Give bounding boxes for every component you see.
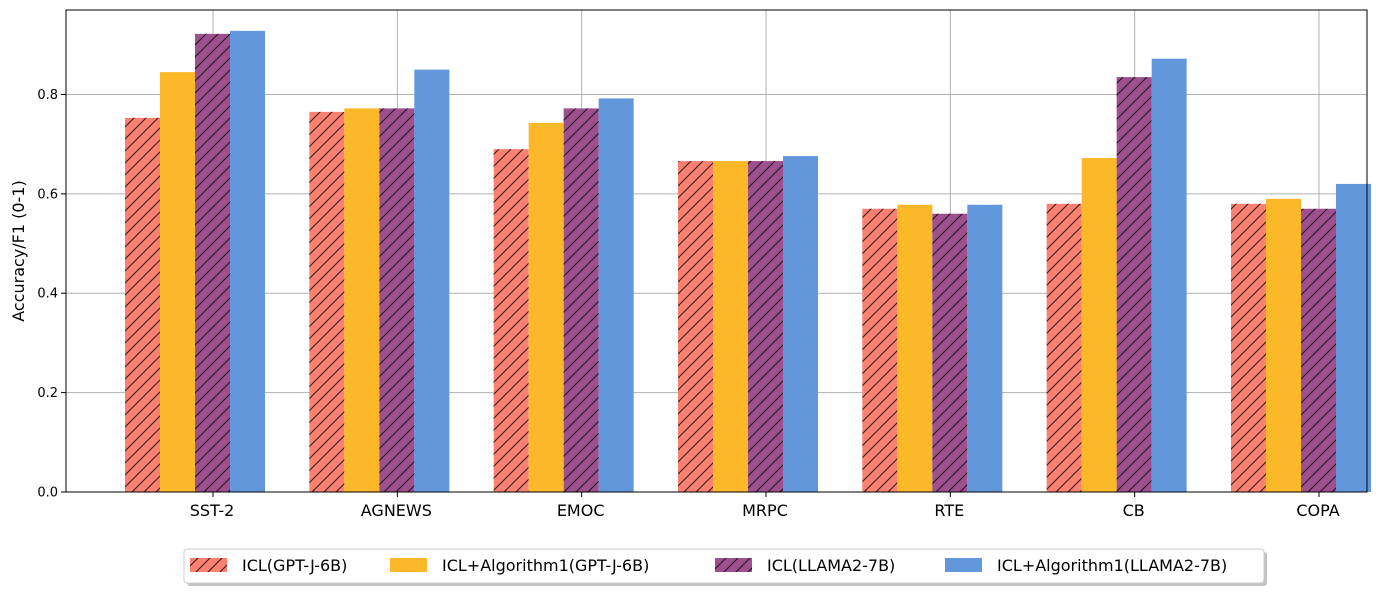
bar: [1081, 158, 1117, 492]
x-tick-label: EMOC: [557, 501, 605, 520]
bar-hatch: [195, 33, 230, 492]
x-tick-label: SST-2: [190, 501, 235, 520]
bar-hatch: [748, 161, 783, 492]
bar: [160, 72, 195, 492]
x-tick-label: AGNEWS: [361, 501, 432, 520]
bar-hatch: [309, 111, 345, 493]
legend-swatch-hatch: [715, 558, 752, 572]
plot-frame: [65, 9, 1368, 493]
y-tick-label: 0.4: [37, 287, 58, 302]
bar-hatch: [379, 108, 415, 492]
bar-hatch: [493, 149, 529, 492]
y-tick-label: 0.0: [37, 486, 58, 501]
bar: [1266, 198, 1301, 492]
y-tick-label: 0.8: [37, 88, 58, 103]
bar-hatch: [125, 117, 160, 493]
x-tick-label: MRPC: [742, 501, 788, 520]
legend: ICL(GPT-J-6B) ICL+Algorithm1(GPT-J-6B) ICL…: [183, 548, 1267, 586]
legend-swatch-hatch: [190, 558, 227, 572]
x-tick-label: CB: [1123, 501, 1145, 520]
bar: [1151, 58, 1187, 493]
bar: [528, 122, 564, 492]
legend-label: ICL(GPT-J-6B): [242, 556, 347, 575]
bar-hatch: [1046, 203, 1082, 492]
y-tick-label: 0.2: [37, 386, 58, 401]
bar: [230, 30, 265, 492]
x-tick-label: COPA: [1296, 501, 1339, 520]
bar-hatch: [862, 208, 898, 493]
legend-label: ICL(LLAMA2-7B): [767, 556, 895, 575]
bar-hatch: [932, 213, 968, 492]
bar: [598, 98, 634, 492]
bar: [783, 156, 818, 492]
bars: [125, 30, 1371, 493]
bar: [414, 69, 450, 492]
y-axis-ticks: 0.0 0.2 0.4 0.6 0.8: [37, 88, 66, 501]
bar: [1336, 183, 1371, 492]
bar-hatch: [1231, 203, 1266, 492]
bar-hatch: [678, 161, 713, 492]
x-tick-label: RTE: [934, 501, 964, 520]
bar: [344, 108, 380, 492]
legend-label: ICL+Algorithm1(GPT-J-6B): [442, 556, 649, 575]
y-tick-label: 0.6: [37, 187, 58, 202]
legend-swatch: [945, 558, 982, 572]
bar-hatch: [563, 108, 599, 492]
legend-swatch: [390, 558, 427, 572]
bar-hatch: [1301, 208, 1336, 493]
bar-hatch: [1116, 77, 1152, 493]
x-axis-ticks: SST-2 AGNEWS EMOC MRPC RTE CB COPA: [190, 492, 1340, 520]
bar: [713, 161, 748, 492]
y-axis-label: Accuracy/F1 (0-1): [9, 180, 28, 322]
legend-label: ICL+Algorithm1(LLAMA2-7B): [997, 556, 1227, 575]
bar: [897, 204, 933, 492]
bar: [967, 204, 1003, 492]
